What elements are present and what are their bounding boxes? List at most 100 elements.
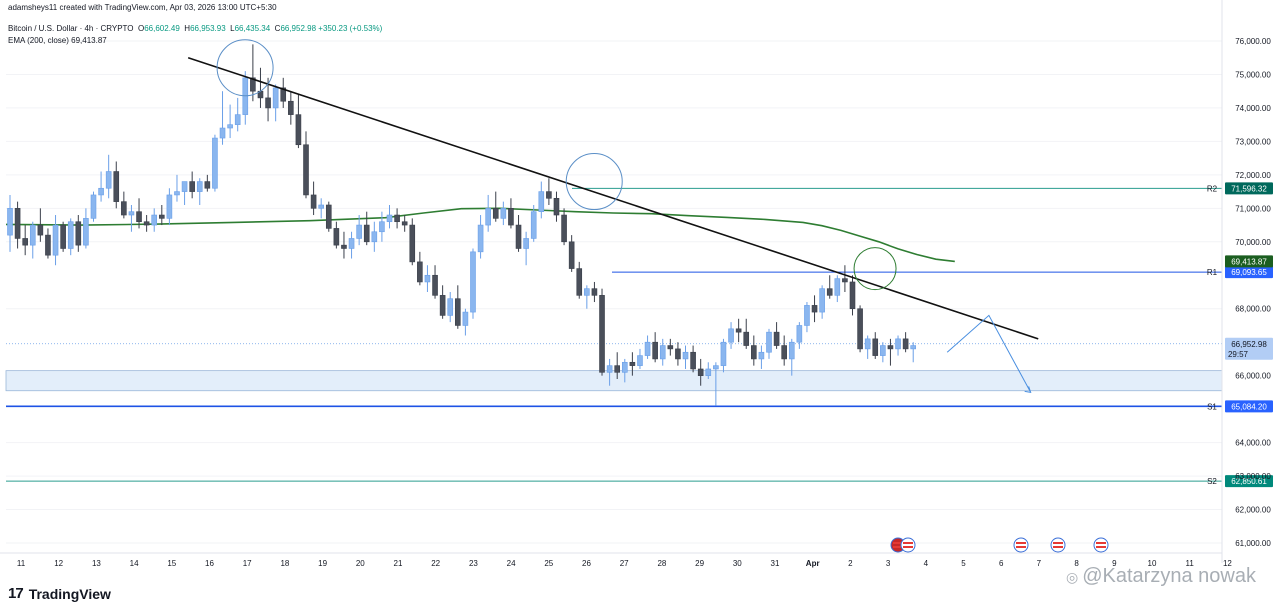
candle-down	[333, 228, 340, 246]
projection-path	[946, 314, 1032, 393]
ema-label: EMA (200, close)	[8, 36, 69, 45]
candle-down	[303, 144, 309, 196]
candle-up	[67, 221, 74, 249]
candle-down	[811, 305, 818, 313]
ohlc-close: C66,952.98	[274, 24, 317, 33]
candle-down	[697, 368, 704, 376]
us-flag-icon	[1093, 537, 1109, 553]
candle-up	[196, 181, 203, 192]
candle-down	[826, 288, 833, 296]
ohlc-high: H66,953.93	[184, 24, 226, 33]
candle-up	[212, 137, 218, 189]
candle-down	[143, 221, 150, 226]
candle-up	[83, 218, 89, 246]
candle-down	[629, 361, 636, 366]
price-tick-label: 73,000.00	[1235, 137, 1271, 146]
candle-down	[60, 224, 66, 249]
candle-up	[728, 328, 734, 343]
level-tag-s1	[1225, 400, 1273, 413]
time-tick-label: 16	[205, 559, 214, 568]
price-tick-label: 63,000.00	[1235, 472, 1271, 481]
price-tick-label: 70,000.00	[1235, 238, 1271, 247]
level-value-s2: 62,850.61	[1231, 477, 1267, 486]
time-tick-label: 15	[167, 559, 176, 568]
candle-up	[584, 288, 590, 296]
candle-up	[621, 361, 628, 373]
candle-down	[667, 345, 674, 350]
ohlc-low: L66,435.34	[230, 24, 271, 33]
time-tick-label: 10	[1148, 559, 1157, 568]
candle-up	[386, 214, 393, 223]
candle-down	[690, 351, 696, 370]
price-tick-label: 68,000.00	[1235, 305, 1271, 314]
price-tick-label: 75,000.00	[1235, 70, 1271, 79]
candle-down	[295, 114, 302, 146]
candle-up	[910, 345, 917, 350]
candle-up	[90, 194, 97, 219]
candle-up	[819, 288, 825, 313]
candle-down	[409, 224, 416, 263]
time-tick-label: 4	[924, 559, 929, 568]
candle-up	[379, 221, 385, 233]
candle-up	[895, 338, 901, 350]
time-tick-label: 20	[356, 559, 365, 568]
bar-countdown: 29:57	[1228, 350, 1249, 359]
level-value-r2: 71,596.32	[1231, 184, 1267, 193]
candle-up	[796, 325, 803, 343]
time-tick-label: 18	[280, 559, 289, 568]
time-tick-label: 31	[771, 559, 780, 568]
candle-down	[394, 214, 400, 223]
candle-up	[880, 345, 886, 356]
price-tick-label: 61,000.00	[1235, 539, 1271, 548]
candle-down	[614, 365, 621, 373]
time-tick-label: 7	[1037, 559, 1042, 568]
candle-down	[121, 201, 127, 216]
support-zone-rect	[5, 370, 1223, 392]
candle-up	[356, 224, 362, 239]
candle-down	[902, 338, 909, 350]
candle-down	[280, 87, 287, 102]
candle-down	[781, 345, 787, 360]
time-tick-label: 22	[431, 559, 440, 568]
candle-up	[470, 251, 476, 313]
time-tick-label: 26	[582, 559, 591, 568]
ohlc-change: +350.23 (+0.53%)	[318, 24, 383, 33]
candle-up	[682, 351, 689, 360]
candle-up	[447, 298, 454, 316]
ema-value: 69,413.87	[71, 36, 107, 45]
time-tick-label: 28	[657, 559, 666, 568]
candle-up	[462, 311, 469, 326]
candle-down	[652, 341, 658, 360]
candle-down	[872, 338, 879, 356]
candle-down	[113, 171, 120, 202]
time-axis: 11 12 13 14 15 16 17 18 19 20 21 22 23 24 25 26 27 28 29 30…	[0, 552, 1232, 568]
time-tick-label: 25	[544, 559, 553, 568]
level-value-s1: 65,084.20	[1231, 402, 1267, 411]
symbol-legend: Bitcoin / U.S. Dollar · 4h · CRYPTO O66,…	[8, 24, 382, 33]
level-name-s1: S1	[1207, 402, 1217, 411]
event-markers	[890, 537, 1109, 553]
candle-down	[37, 224, 44, 236]
candle-up	[424, 274, 431, 283]
tradingview-logo[interactable]: 17 TradingView	[8, 585, 111, 602]
level-name-s2: S2	[1207, 477, 1217, 486]
candle-down	[288, 100, 294, 115]
candle-up	[713, 365, 719, 370]
candle-down	[842, 278, 848, 283]
candle-up	[151, 214, 158, 226]
us-flag-icon	[900, 537, 916, 553]
candle-up	[758, 351, 765, 360]
candle-up	[318, 204, 324, 209]
drawings	[187, 39, 1039, 394]
level-tag-s2	[1225, 475, 1273, 488]
price-tick-label: 76,000.00	[1235, 37, 1271, 46]
candle-down	[439, 295, 446, 316]
candle-up	[272, 87, 279, 109]
highlight-circle	[216, 39, 274, 97]
ema-200-line: 69,413.87	[5, 207, 1273, 268]
candle-down	[310, 194, 317, 209]
candle-up	[128, 211, 135, 216]
candle-down	[751, 345, 757, 360]
candle-down	[250, 77, 256, 92]
